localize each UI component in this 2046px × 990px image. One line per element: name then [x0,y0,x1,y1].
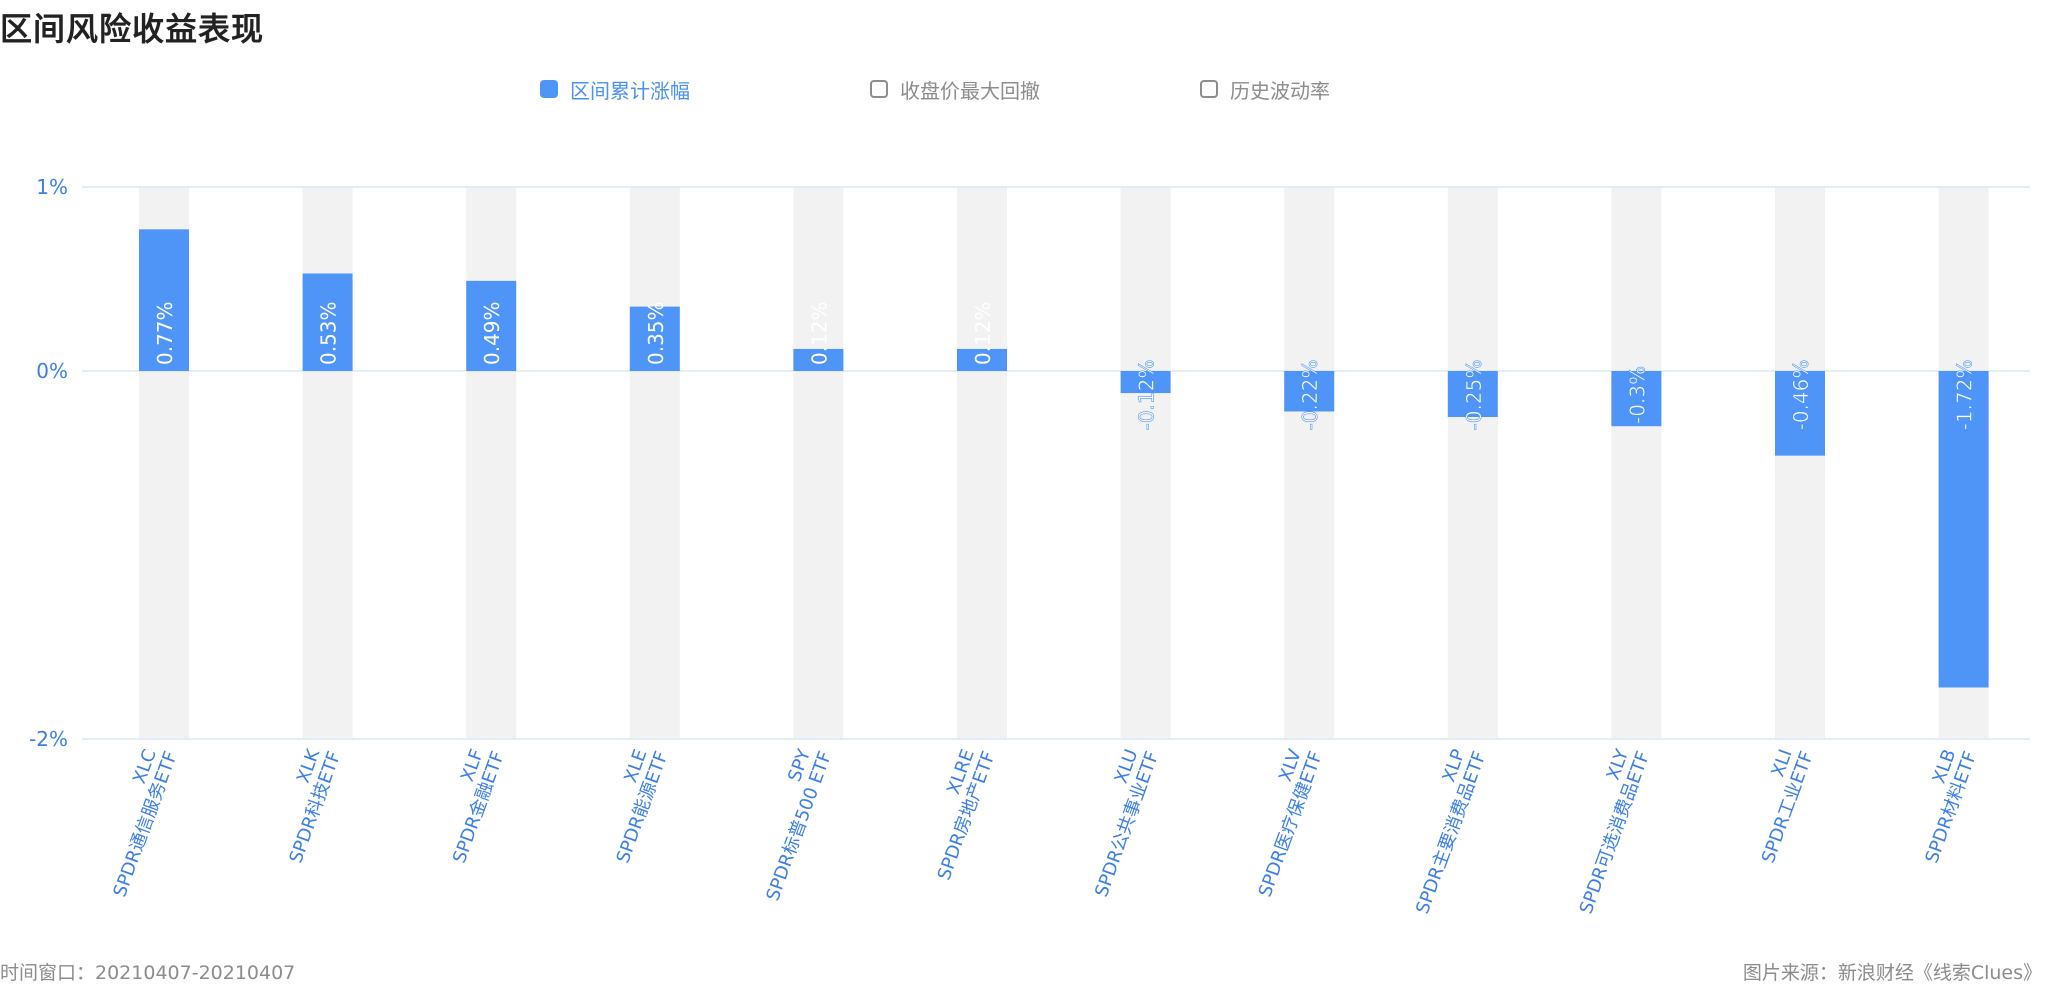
category-band [466,187,517,739]
bar [1938,371,1989,688]
bar-value-label: -0.3% [1625,366,1649,424]
legend-item-max-drawdown[interactable]: 收盘价最大回撤 [870,74,1040,104]
legend-item-volatility[interactable]: 历史波动率 [1200,74,1330,104]
bar [139,229,189,371]
bar-value-label: 0.35% [644,301,668,365]
category-band [1284,187,1335,739]
category-band [1120,187,1171,739]
y-tick-label: 1% [36,175,68,199]
category-band [629,187,680,739]
bar [1447,371,1498,417]
page-title: 区间风险收益表现 [0,10,265,48]
bar-value-label: -0.46% [1789,360,1813,431]
bar-value-label: -1.72% [1953,360,1977,431]
bar [302,273,353,371]
category-band [302,187,353,739]
legend-label: 区间累计涨幅 [570,78,690,103]
category-band [1775,187,1825,739]
bar [793,348,844,371]
y-tick-label: 0% [36,359,68,383]
bar [629,306,680,371]
legend-label: 历史波动率 [1230,78,1330,103]
bar [466,280,517,371]
bar [1284,371,1335,412]
bar-value-label: -0.25% [1462,360,1486,431]
legend-label: 收盘价最大回撤 [900,78,1040,103]
bar-value-label: 0.12% [971,301,995,365]
bar [957,348,1007,371]
legend-checkbox-icon[interactable] [1200,80,1218,98]
bar [1120,371,1171,394]
y-tick-label: -2% [29,727,68,751]
bar [1775,371,1825,456]
bar-value-label: -0.22% [1298,360,1322,431]
legend-checkbox-icon[interactable] [870,80,888,98]
bar-value-label: 0.53% [317,301,341,365]
legend: 区间累计涨幅 收盘价最大回撤 历史波动率 [0,74,2046,104]
time-window-note: 时间窗口：20210407-20210407 [0,962,296,984]
legend-item-cumulative-return[interactable]: 区间累计涨幅 [540,74,690,104]
category-band [1611,187,1662,739]
image-source-note: 图片来源：新浪财经《线索Clues》 [1742,962,2042,984]
legend-checkbox-icon[interactable] [540,80,558,98]
bar-value-label: 0.12% [807,301,831,365]
bar [1611,371,1662,427]
bar-value-label: 0.49% [480,301,504,365]
bar-value-label: 0.77% [153,301,177,365]
category-band [793,187,844,739]
category-band [1447,187,1498,739]
bar-value-label: -0.12% [1135,360,1159,431]
category-band [957,187,1007,739]
